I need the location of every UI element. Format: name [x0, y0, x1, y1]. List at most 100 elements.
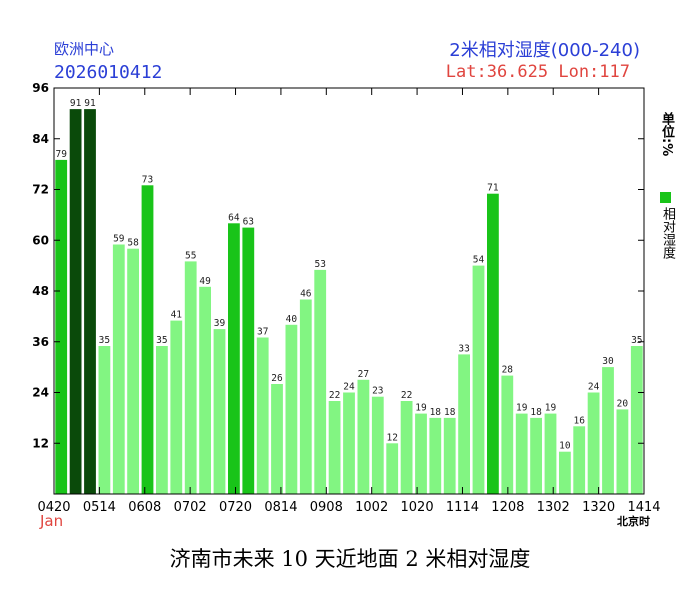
bar-value-label: 27: [358, 369, 369, 380]
bar-value-label: 18: [530, 407, 542, 418]
bar: [386, 443, 399, 495]
bar-value-label: 23: [372, 386, 383, 397]
bar-value-label: 63: [243, 217, 254, 228]
bar: [443, 417, 456, 494]
bar-value-label: 26: [271, 373, 283, 384]
bar: [213, 329, 226, 494]
bar: [487, 193, 499, 494]
bar: [242, 227, 255, 494]
bar-value-label: 59: [113, 234, 125, 245]
x-tick-label: 1320: [582, 500, 615, 515]
bar-value-label: 46: [300, 289, 312, 300]
bar: [400, 401, 413, 494]
bar-value-label: 91: [70, 98, 82, 109]
bar-value-label: 33: [458, 343, 469, 354]
legend-label: 相对湿度: [660, 207, 675, 259]
bar: [616, 409, 629, 494]
bar: [343, 392, 355, 494]
x-tick-label: 0702: [174, 500, 207, 515]
x-tick-label: 0514: [83, 500, 116, 515]
bar-value-label: 18: [430, 407, 442, 418]
value-label-group: 79 91 91 35 59 58 73 35 41 55 49 39 64 63 37 26 40 46 53 22…: [55, 98, 642, 452]
bar-value-label: 22: [329, 390, 340, 401]
y-axis: 12 24 36 48 60 72 84 96: [32, 81, 644, 450]
bar-value-label: 55: [185, 250, 196, 261]
x-tick-label: 0720: [219, 500, 252, 515]
bar: [228, 223, 240, 495]
x-axis: 0420 0514 0608 0702 0720 0814 0908 1002 1020 1114…: [37, 88, 661, 515]
x-tick-label: 0608: [128, 500, 161, 515]
legend-swatch: [660, 192, 671, 203]
bar-value-label: 71: [487, 183, 499, 194]
bar-value-label: 40: [286, 314, 298, 325]
y-tick-label: 84: [32, 132, 49, 146]
bar-value-label: 30: [602, 356, 614, 367]
bar-value-label: 73: [142, 174, 153, 185]
bar-value-label: 12: [386, 432, 397, 443]
bar: [256, 337, 269, 494]
x-tick-label: 1020: [401, 500, 434, 515]
y-tick-label: 12: [32, 436, 49, 450]
bar: [458, 354, 470, 494]
bar: [141, 185, 154, 495]
bar-value-label: 24: [343, 382, 355, 393]
y-tick-label: 96: [32, 81, 49, 95]
bar: [515, 413, 528, 494]
bar: [371, 396, 384, 494]
bar: [299, 299, 312, 494]
bar-value-label: 35: [631, 335, 642, 346]
x-tick-label: 0420: [37, 500, 70, 515]
x-tick-label: 1114: [446, 500, 479, 515]
bar: [630, 346, 643, 494]
bar: [472, 265, 485, 494]
bar-value-label: 79: [55, 149, 67, 160]
bar: [84, 109, 96, 494]
x-tick-label: 1208: [491, 500, 524, 515]
bar: [127, 248, 139, 494]
bar: [285, 324, 298, 494]
y-tick-label: 36: [32, 335, 49, 349]
bar-value-label: 41: [171, 310, 183, 321]
bar: [530, 417, 542, 494]
y-tick-label: 72: [32, 183, 49, 197]
x-tick-label: 0814: [264, 500, 297, 515]
bar-value-label: 49: [199, 276, 211, 287]
x-tick-label: 1414: [627, 500, 660, 515]
y-tick-label: 60: [32, 233, 49, 247]
init-time-label: 2026010412: [54, 62, 163, 83]
bar-group: [55, 109, 643, 495]
bar: [544, 413, 557, 494]
bar-value-label: 19: [545, 403, 557, 414]
bar-value-label: 54: [473, 255, 485, 266]
bar: [314, 269, 327, 494]
y-tick-label: 48: [32, 284, 49, 298]
plot-frame: [53, 87, 645, 495]
location-coords: Lat:36.625 Lon:117: [445, 62, 630, 82]
bar-value-label: 53: [314, 259, 325, 270]
bar: [429, 417, 442, 494]
bar: [415, 413, 427, 494]
bar-value-label: 24: [588, 382, 600, 393]
bar-value-label: 20: [617, 398, 629, 409]
bar: [55, 159, 68, 494]
bar: [112, 244, 125, 494]
bar-value-label: 39: [214, 318, 226, 329]
timezone-label: 北京时: [617, 515, 650, 528]
bar: [573, 426, 586, 494]
bar: [602, 367, 614, 494]
bar: [587, 392, 600, 494]
bar-value-label: 19: [516, 403, 528, 414]
bar: [328, 401, 341, 494]
month-label: Jan: [40, 512, 64, 530]
bar-value-label: 37: [257, 327, 268, 338]
unit-label: 单位:%: [659, 112, 674, 157]
bar: [184, 261, 197, 494]
x-tick-label: 1002: [355, 500, 388, 515]
x-tick-label: 1302: [537, 500, 570, 515]
bar-value-label: 22: [401, 390, 412, 401]
model-source-label: 欧洲中心: [54, 40, 115, 58]
bar-value-label: 16: [573, 415, 585, 426]
bar: [559, 451, 571, 494]
bar-value-label: 64: [228, 212, 240, 223]
